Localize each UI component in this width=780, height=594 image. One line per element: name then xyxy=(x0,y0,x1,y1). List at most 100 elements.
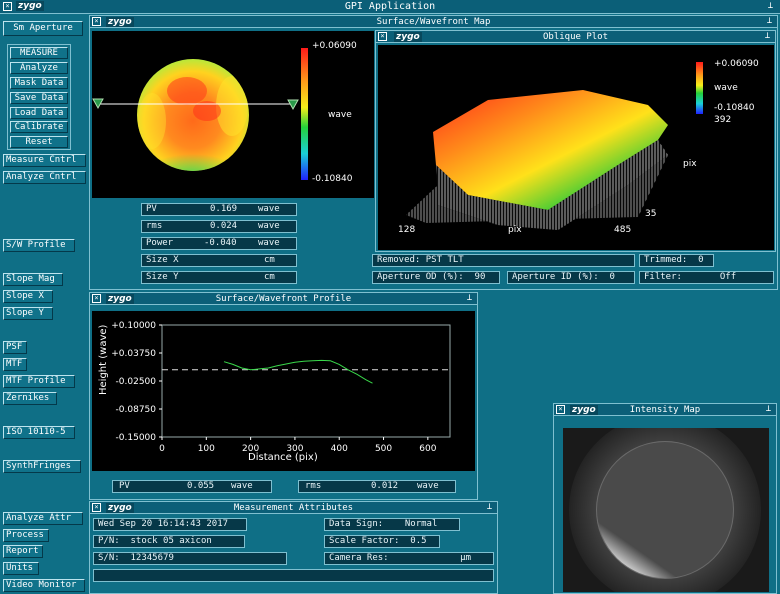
x-tick-label: 0 xyxy=(159,444,165,454)
y-tick-label: -0.08750 xyxy=(116,405,157,415)
reset-button[interactable]: Reset xyxy=(10,136,68,148)
iso-10110-button[interactable]: ISO 10110-5 xyxy=(3,426,75,439)
save-data-button[interactable]: Save Data xyxy=(10,92,68,104)
profile-ylabel: Height (wave) xyxy=(98,324,109,395)
pin-icon[interactable]: ⊥ xyxy=(766,16,773,26)
analyze-cntrl-button[interactable]: Analyze Cntrl xyxy=(3,171,86,184)
oblique-x-left: 128 xyxy=(398,225,416,235)
notes-field[interactable] xyxy=(93,569,494,582)
app-title: GPI Application xyxy=(344,1,436,12)
x-tick-label: 500 xyxy=(375,444,392,454)
x-tick-label: 200 xyxy=(242,444,259,454)
pin-icon[interactable]: ⊥ xyxy=(486,502,493,512)
pin-icon[interactable]: ⊥ xyxy=(466,293,473,303)
y-tick-label: +0.03750 xyxy=(111,349,156,359)
attributes-window: × zygo Measurement Attributes ⊥ Wed Sep … xyxy=(89,501,498,594)
surface-map-canvas[interactable]: +0.06090 wave -0.10840 xyxy=(92,31,374,198)
intensity-image[interactable] xyxy=(563,414,769,594)
scale-unit-label: wave xyxy=(328,110,352,120)
aperture-id-field: Aperture ID (%): 0 xyxy=(507,271,635,284)
oblique-scale-bar xyxy=(696,62,703,114)
scale-max-label: +0.06090 xyxy=(312,41,357,51)
pin-icon[interactable]: ⊥ xyxy=(765,404,772,414)
profile-plot-area[interactable]: +0.10000 +0.03750 -0.02500 -0.08750 -0.15000… xyxy=(92,311,475,471)
mtf-button[interactable]: MTF xyxy=(3,358,27,371)
measure-cntrl-button[interactable]: Measure Cntrl xyxy=(3,154,86,167)
oblique-scale-unit: wave xyxy=(714,83,738,93)
oblique-title: Oblique Plot xyxy=(542,32,609,42)
base-grid xyxy=(406,155,668,230)
close-icon[interactable]: × xyxy=(556,405,565,414)
profile-chart: +0.10000 +0.03750 -0.02500 -0.08750 -0.15000… xyxy=(111,321,451,454)
intensity-map-window: × zygo Intensity Map ⊥ xyxy=(553,403,777,594)
zernikes-button[interactable]: Zernikes xyxy=(3,392,57,405)
measure-button[interactable]: MEASURE xyxy=(10,47,68,59)
synthfringes-button[interactable]: SynthFringes xyxy=(3,460,81,473)
oblique-canvas[interactable]: +0.06090 wave -0.10840 392 pix 35 128 pi… xyxy=(378,45,774,250)
close-icon[interactable]: × xyxy=(92,17,101,26)
serial-number-field[interactable]: S/N: 12345679 xyxy=(93,552,287,565)
process-button[interactable]: Process xyxy=(3,529,49,542)
pv-field: PV 0.169 wave xyxy=(141,203,297,216)
y-tick-label: +0.10000 xyxy=(111,321,156,331)
surface-map-title: Surface/Wavefront Map xyxy=(376,17,491,27)
x-tick-label: 400 xyxy=(331,444,348,454)
profile-start-handle[interactable] xyxy=(92,98,104,110)
oblique-scale-max: +0.06090 xyxy=(714,59,759,69)
scale-min-label: -0.10840 xyxy=(312,174,353,184)
close-icon[interactable]: × xyxy=(3,2,12,11)
close-icon[interactable]: × xyxy=(92,294,101,303)
oblique-y-top: 392 xyxy=(714,115,732,125)
report-button[interactable]: Report xyxy=(3,545,43,558)
y-tick-label: -0.02500 xyxy=(116,377,157,387)
zygo-logo: zygo xyxy=(106,503,134,513)
profile-end-handle[interactable] xyxy=(287,99,299,111)
analyze-button[interactable]: Analyze xyxy=(10,62,68,74)
zygo-logo: zygo xyxy=(16,1,44,11)
attributes-title: Measurement Attributes xyxy=(233,503,354,513)
oblique-titlebar: × zygo Oblique Plot ⊥ xyxy=(376,31,775,43)
analyze-attr-button[interactable]: Analyze Attr xyxy=(3,512,83,525)
x-tick-label: 600 xyxy=(419,444,436,454)
mtf-profile-button[interactable]: MTF Profile xyxy=(3,375,75,388)
profile-window: × zygo Surface/Wavefront Profile ⊥ +0.10… xyxy=(89,292,478,500)
video-monitor-button[interactable]: Video Monitor xyxy=(3,579,85,592)
close-icon[interactable]: × xyxy=(378,32,387,41)
slope-mag-button[interactable]: Slope Mag xyxy=(3,273,63,286)
profile-series-line xyxy=(223,359,373,384)
aperture-button[interactable]: Sm Aperture xyxy=(3,21,83,36)
slope-y-button[interactable]: Slope Y xyxy=(3,307,53,320)
load-data-button[interactable]: Load Data xyxy=(10,107,68,119)
interferogram xyxy=(569,414,761,594)
app-title-bar: × zygo GPI Application ⊥ xyxy=(0,0,780,14)
surface-3d-skirt xyxy=(436,140,668,230)
trimmed-field: Trimmed: 0 xyxy=(639,254,714,267)
date-field: Wed Sep 20 16:14:43 2017 xyxy=(93,518,247,531)
calibrate-button[interactable]: Calibrate xyxy=(10,121,68,133)
pin-icon[interactable]: ⊥ xyxy=(767,1,774,11)
profile-xlabel: Distance (pix) xyxy=(248,452,318,463)
removed-field: Removed: PST TLT xyxy=(372,254,635,267)
mask-data-button[interactable]: Mask Data xyxy=(10,77,68,89)
y-tick-label: -0.15000 xyxy=(116,433,157,443)
x-tick-label: 300 xyxy=(286,444,303,454)
surface-map-plot xyxy=(92,48,308,180)
units-button[interactable]: Units xyxy=(3,562,39,575)
close-icon[interactable]: × xyxy=(92,503,101,512)
attributes-titlebar: × zygo Measurement Attributes ⊥ xyxy=(90,502,497,514)
zygo-logo: zygo xyxy=(106,294,134,304)
pin-icon[interactable]: ⊥ xyxy=(764,31,771,41)
rms-field: rms 0.024 wave xyxy=(141,220,297,233)
sw-profile-button[interactable]: S/W Profile xyxy=(3,239,75,252)
part-number-field[interactable]: P/N: stock 05 axicon xyxy=(93,535,245,548)
profile-title: Surface/Wavefront Profile xyxy=(215,294,352,304)
psf-button[interactable]: PSF xyxy=(3,341,27,354)
data-sign-field: Data Sign: Normal xyxy=(324,518,460,531)
slope-x-button[interactable]: Slope X xyxy=(3,290,53,303)
filter-field: Filter: Off xyxy=(639,271,774,284)
zygo-logo: zygo xyxy=(394,32,422,42)
oblique-scale-min: -0.10840 xyxy=(714,103,755,113)
oblique-y-bottom: 35 xyxy=(645,209,657,219)
oblique-x-unit: pix xyxy=(508,225,522,235)
